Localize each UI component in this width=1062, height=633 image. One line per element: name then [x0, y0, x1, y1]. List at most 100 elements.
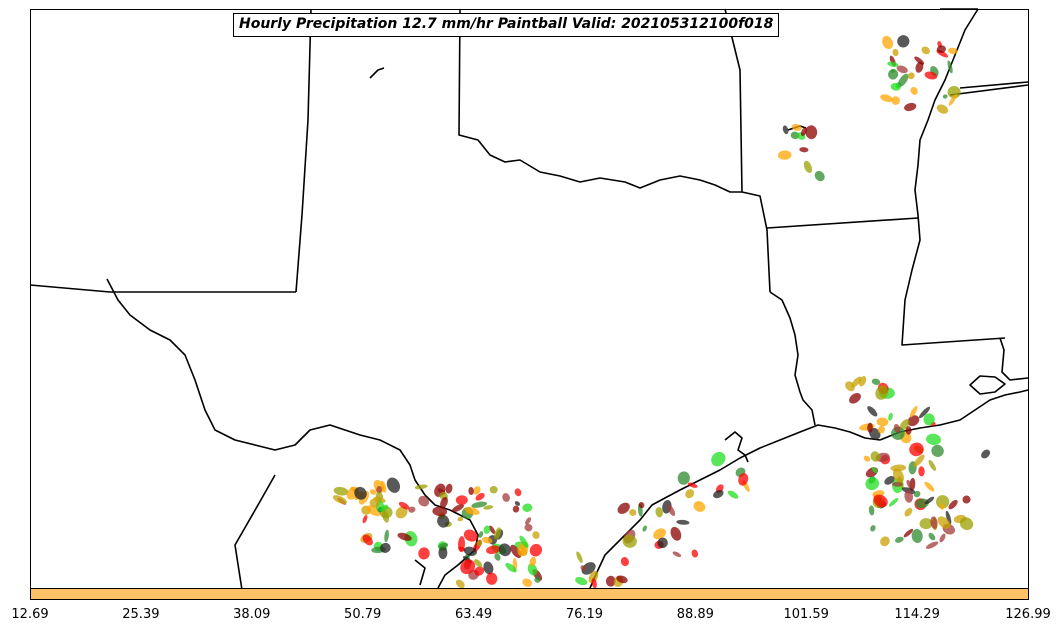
precip-blob [936, 45, 946, 54]
precip-blob [803, 160, 813, 173]
precip-blob [670, 526, 682, 541]
precip-blob [918, 406, 931, 419]
precip-blob [440, 496, 448, 509]
precip-blob [534, 576, 541, 583]
precip-blob [437, 514, 450, 528]
precip-blob [457, 536, 466, 553]
precip-blob [931, 444, 944, 457]
mexico-internal-border-1 [234, 474, 276, 591]
precip-blob [924, 496, 935, 505]
lake-pontchartrain [969, 375, 1006, 395]
colorbar [30, 588, 1029, 600]
precip-blob [691, 549, 699, 558]
precip-blob [483, 525, 491, 534]
precipitation-paintballs [332, 35, 991, 589]
mississippi-alabama-border [949, 84, 1029, 96]
precip-blob [575, 577, 588, 586]
precip-blob [893, 423, 901, 433]
precip-blob [948, 93, 958, 106]
precip-blob [800, 127, 808, 136]
texas-panhandle-west [29, 284, 296, 293]
missouri-arkansas-border [959, 81, 1029, 89]
precip-blob [909, 442, 924, 457]
precip-blob [924, 481, 935, 492]
precip-blob [915, 498, 929, 509]
precip-blob [532, 531, 540, 539]
precip-blob [498, 543, 512, 557]
precip-blob [464, 506, 480, 515]
precip-blob [418, 547, 430, 560]
precip-blob [522, 578, 533, 587]
precip-blob [384, 529, 389, 543]
precip-blob [891, 96, 900, 105]
precip-blob [937, 516, 951, 529]
precip-blob [892, 468, 905, 483]
precip-blob [905, 426, 912, 435]
precip-blob [882, 35, 894, 50]
precip-blob [455, 579, 465, 589]
colorbar-tick-label: 101.59 [783, 607, 829, 622]
louisiana-east-border [999, 337, 1029, 381]
precip-blob [481, 536, 493, 544]
precip-blob [616, 575, 628, 584]
precip-blob [924, 71, 938, 80]
precip-blob [457, 516, 464, 522]
precip-blob [896, 65, 908, 74]
precip-blob [653, 528, 666, 540]
precip-blob [909, 406, 918, 418]
precip-blob [904, 489, 914, 503]
precip-blob [333, 486, 349, 496]
precip-blob [657, 537, 668, 549]
precip-blob [488, 525, 496, 535]
precip-blob [906, 479, 914, 491]
precip-blob [875, 385, 889, 400]
precip-blob [638, 502, 645, 509]
precip-blob [522, 503, 533, 512]
precip-blob [617, 502, 630, 514]
precip-blob [687, 482, 698, 488]
precip-blob [887, 61, 899, 67]
precip-blob [923, 413, 935, 426]
colorbar-tick-label: 114.29 [894, 607, 940, 622]
precip-blob [478, 531, 484, 538]
precip-blob [672, 551, 682, 558]
precip-blob [591, 577, 597, 589]
precip-blob [870, 525, 876, 532]
precip-blob [897, 73, 909, 87]
precip-blob [514, 501, 521, 506]
precip-blob [868, 505, 875, 516]
texas-gulf-coast [589, 424, 881, 589]
precip-blob [475, 493, 485, 501]
precip-blob [588, 570, 599, 584]
precip-blob [494, 553, 501, 561]
precip-blob [907, 72, 915, 80]
precip-blob [897, 35, 910, 48]
precip-blob [677, 471, 690, 485]
precip-blob [928, 459, 937, 471]
precip-blob [622, 534, 637, 548]
map-frame [30, 9, 1029, 589]
precip-blob [921, 46, 930, 55]
precip-blob [888, 412, 893, 421]
precip-blob [947, 85, 961, 99]
colorbar-tick-label: 50.79 [344, 607, 382, 622]
kansas-colorado-line [369, 67, 385, 79]
precip-blob [380, 504, 389, 512]
precip-blob [512, 505, 520, 513]
precip-blob [913, 490, 921, 498]
precip-blob [460, 559, 476, 575]
precip-blob [880, 94, 893, 103]
precip-blob [676, 519, 690, 525]
precip-blob [865, 477, 880, 491]
precip-blob [581, 562, 596, 575]
precip-blob [791, 123, 802, 131]
precip-blob [408, 506, 416, 513]
precip-blob [981, 449, 991, 459]
precip-blob [790, 131, 800, 140]
precip-blob [863, 455, 871, 462]
precip-blob [948, 47, 958, 55]
texas-west-outline [106, 278, 451, 511]
precip-blob [928, 532, 936, 541]
precip-blob [871, 467, 878, 474]
map-title: Hourly Precipitation 12.7 mm/hr Paintbal… [233, 13, 780, 37]
